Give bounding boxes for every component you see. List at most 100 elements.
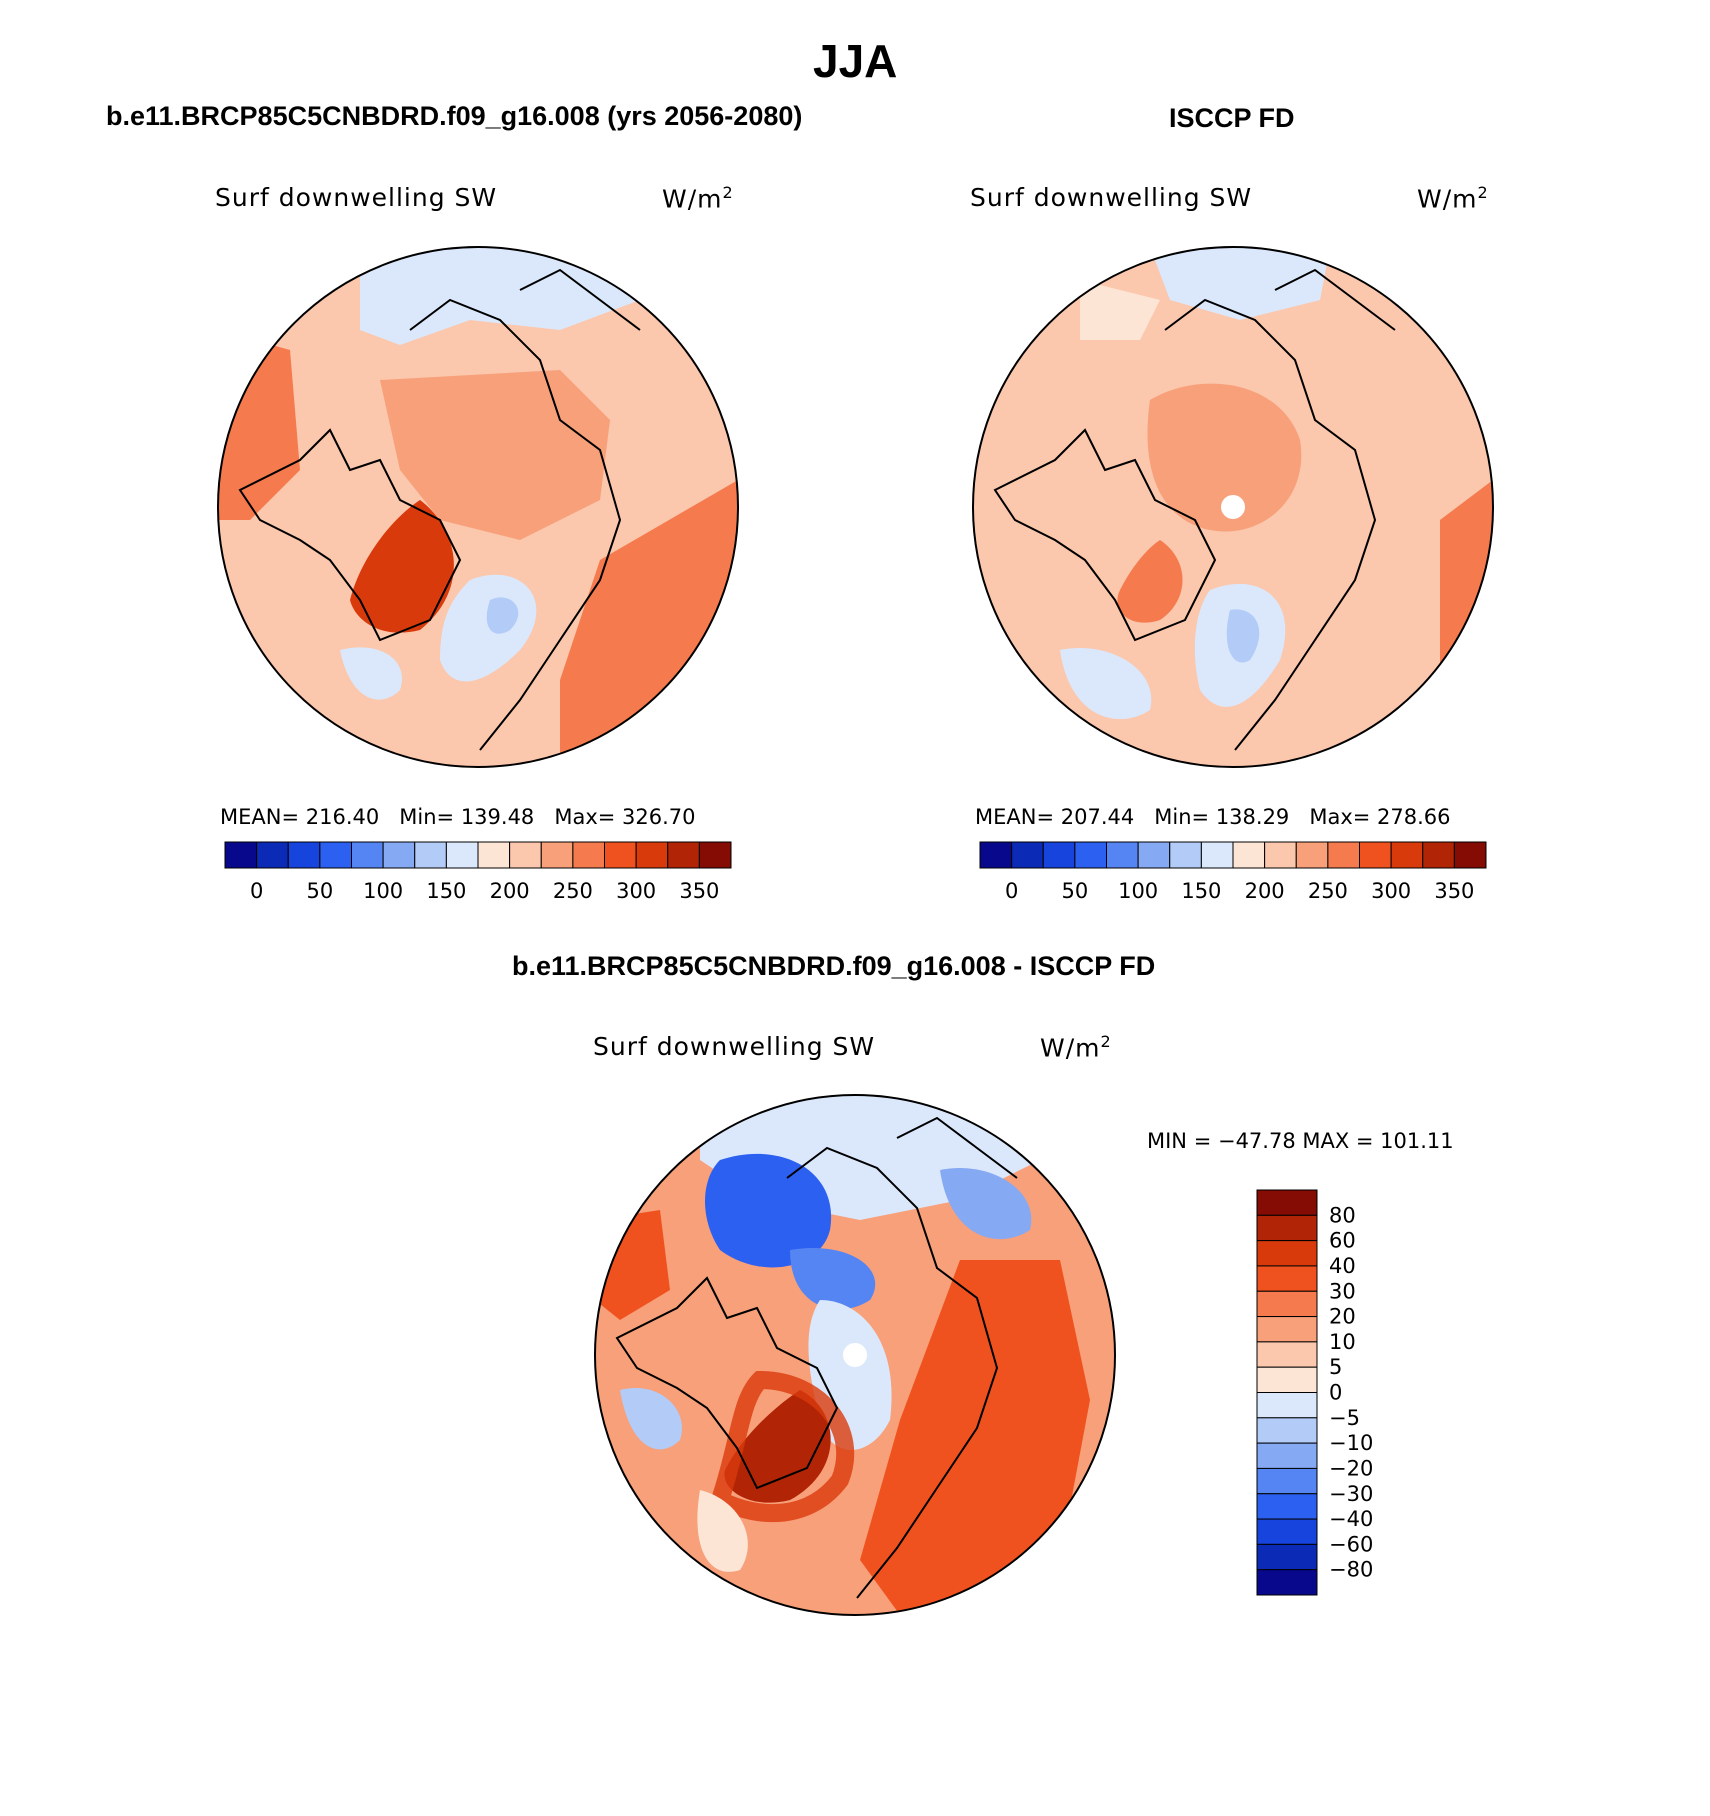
obs-colorbar-box (1232, 841, 1266, 869)
diff-colorbar-box (1256, 1543, 1318, 1571)
map3-pole-hole (843, 1343, 867, 1367)
model-colorbar-box (382, 841, 416, 869)
obs-units-label: W/m2 (1417, 183, 1489, 213)
model-colorbar-tick-label: 50 (307, 879, 334, 903)
diff-colorbar-tick-label: 5 (1329, 1355, 1342, 1379)
map2-background (973, 247, 1493, 767)
map1-coast-1 (238, 428, 462, 642)
obs-colorbar-box (1042, 841, 1076, 869)
diff-colorbar-tick-label: 30 (1329, 1279, 1356, 1303)
diff-colorbar-tick-label: −60 (1329, 1532, 1373, 1556)
obs-colorbar-tick-label: 350 (1434, 879, 1474, 903)
diff-colorbar-box (1256, 1569, 1318, 1596)
model-colorbar-box (540, 841, 574, 869)
model-colorbar-tick-label: 150 (426, 879, 466, 903)
map2-coast-2 (1164, 298, 1377, 751)
model-max-value: 326.70 (622, 805, 696, 829)
model-panel-title: b.e11.BRCP85C5CNBDRD.f09_g16.008 (yrs 20… (106, 101, 803, 131)
obs-colorbar-box (1327, 841, 1360, 869)
obs-colorbar-box (1264, 841, 1297, 869)
model-colorbar-box (224, 841, 258, 869)
obs-max-label: Max= (1309, 805, 1371, 829)
diff-units-exp: 2 (1100, 1032, 1112, 1051)
map1-field-arctic (380, 370, 610, 540)
obs-colorbar-box (1295, 841, 1329, 869)
map2-field-pacific-light (1150, 247, 1330, 320)
diff-colorbar-tick-label: 10 (1329, 1330, 1356, 1354)
map2-field-atlantic-blue2 (1226, 609, 1260, 663)
figure-title: JJA (813, 35, 898, 87)
obs-colorbar-box (1422, 841, 1455, 869)
map3-field-west-hot (595, 1210, 670, 1320)
map1-coast-2 (409, 298, 622, 751)
diff-variable-label: Surf downwelling SW (593, 1032, 876, 1061)
diff-colorbar-tick-label: −10 (1329, 1431, 1373, 1455)
model-colorbar-box (667, 841, 700, 869)
diff-colorbar-box (1256, 1366, 1318, 1393)
obs-units-exp: 2 (1477, 183, 1489, 202)
map3-coast-1 (615, 1276, 839, 1490)
map2-field-arctic (1147, 383, 1302, 532)
map1-field-greenland (350, 500, 454, 633)
map1-coast-3 (519, 268, 641, 331)
model-colorbar: 0 50 100 150 200 250 300 350 (224, 841, 732, 903)
diff-colorbar-tick-label: −30 (1329, 1482, 1373, 1506)
obs-min-label: Min= (1154, 805, 1210, 829)
model-units-label: W/m2 (662, 183, 734, 213)
diff-units-base: W/m (1040, 1033, 1101, 1063)
obs-colorbar-tick-label: 150 (1181, 879, 1221, 903)
obs-stats: MEAN= 207.44 Min= 138.29 Max= 278.66 (975, 805, 1451, 829)
model-variable-label: Surf downwelling SW (215, 183, 498, 212)
map2-field-greenland (1117, 540, 1183, 623)
map1-field-sw-light (340, 647, 402, 700)
map2-coast-3 (1274, 268, 1396, 331)
model-min-value: 139.48 (460, 805, 535, 829)
diff-colorbar-box (1256, 1341, 1318, 1368)
model-colorbar-box (604, 841, 637, 869)
diff-colorbar-tick-label: 60 (1329, 1229, 1356, 1253)
diff-colorbar-box (1256, 1214, 1318, 1242)
map3-field-blue-2 (790, 1248, 876, 1310)
map1-field-atlantic-blue2 (486, 597, 519, 634)
model-min-label: Min= (399, 805, 455, 829)
obs-mean-label: MEAN= (975, 805, 1055, 829)
obs-colorbar-box (1390, 841, 1424, 869)
diff-colorbar-box (1256, 1493, 1318, 1520)
map3-field-blue-3 (940, 1168, 1032, 1240)
obs-colorbar-tick-label: 250 (1308, 879, 1348, 903)
diff-colorbar-box (1256, 1265, 1318, 1292)
map2-pole-hole (1221, 495, 1245, 519)
map1-field-atlantic-blue (440, 574, 537, 682)
obs-colorbar-box (1011, 841, 1044, 869)
model-colorbar-tick-label: 0 (250, 879, 263, 903)
map3-field-north-light (700, 1095, 1040, 1220)
map2-outline (972, 246, 1494, 768)
obs-colorbar-box (1106, 841, 1139, 869)
diff-colorbar-box (1256, 1316, 1318, 1343)
map1-outline (217, 246, 739, 768)
obs-colorbar-tick-label: 50 (1062, 879, 1089, 903)
model-colorbar-box (509, 841, 542, 869)
diff-colorbar-box (1256, 1417, 1318, 1444)
obs-colorbar-box (1200, 841, 1234, 869)
diff-colorbar-tick-label: 80 (1329, 1203, 1356, 1227)
diff-colorbar-tick-label: 20 (1329, 1305, 1356, 1329)
model-colorbar-box (319, 841, 352, 869)
diff-colorbar-box (1256, 1467, 1318, 1495)
model-colorbar-tick-label: 300 (616, 879, 656, 903)
map3-outline (594, 1094, 1116, 1616)
obs-max-value: 278.66 (1377, 805, 1451, 829)
obs-panel-title: ISCCP FD (1169, 103, 1295, 133)
obs-colorbar-tick-label: 300 (1371, 879, 1411, 903)
map2-field-atlantic-blue (1194, 583, 1286, 707)
map3-field-east-hot (860, 1260, 1090, 1615)
map2-field-sw-light (1060, 648, 1152, 720)
obs-colorbar-box (1137, 841, 1171, 869)
obs-colorbar-tick-label: 100 (1118, 879, 1158, 903)
map1-field-left-hot (218, 330, 300, 520)
obs-colorbar: 0 50 100 150 200 250 300 350 (979, 841, 1487, 903)
diff-colorbar-box (1256, 1290, 1318, 1318)
map3-field-center-light (808, 1300, 892, 1450)
obs-colorbar-box (1359, 841, 1392, 869)
